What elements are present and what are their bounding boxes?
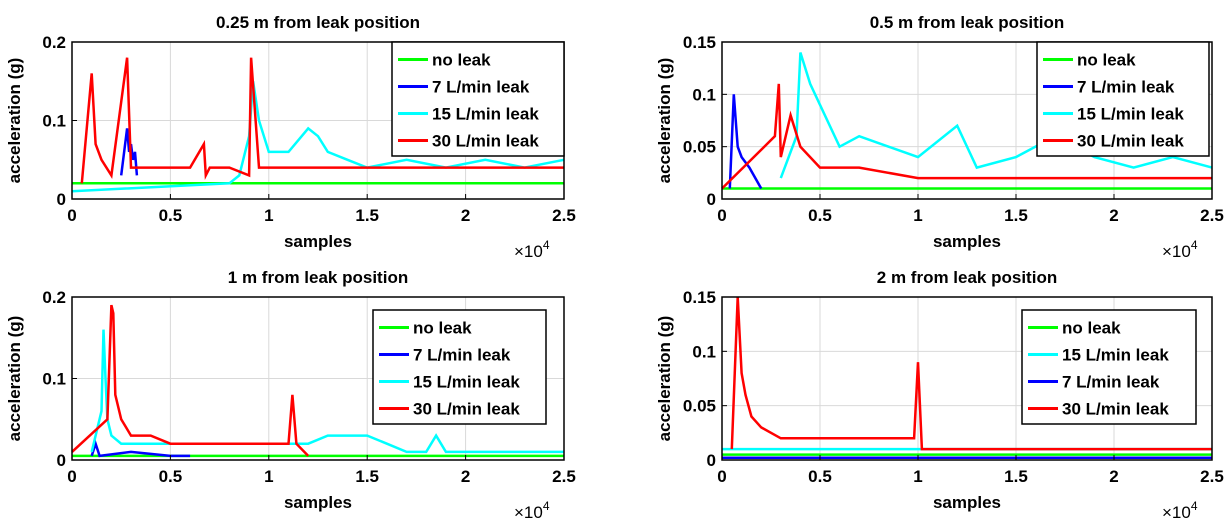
series-line-7-l-min-leak bbox=[90, 439, 191, 458]
x-axis-multiplier-base: ×10 bbox=[1162, 503, 1191, 522]
legend-entry: 7 L/min leak bbox=[413, 346, 511, 365]
x-axis-multiplier-exponent: 4 bbox=[1191, 499, 1198, 513]
x-tick-label: 0.5 bbox=[808, 206, 832, 225]
x-axis-multiplier: ×104 bbox=[514, 238, 550, 261]
chart-title: 1 m from leak position bbox=[228, 268, 408, 287]
x-tick-label: 2 bbox=[461, 206, 470, 225]
y-tick-label: 0 bbox=[57, 190, 66, 209]
y-tick-label: 0.1 bbox=[692, 85, 716, 104]
x-tick-label: 1.5 bbox=[355, 206, 379, 225]
x-tick-label: 1 bbox=[913, 206, 922, 225]
y-tick-label: 0 bbox=[707, 451, 716, 470]
series-line-15-l-min-leak bbox=[779, 52, 1213, 179]
y-tick-label: 0.2 bbox=[42, 288, 66, 307]
x-tick-label: 1 bbox=[264, 206, 273, 225]
y-tick-label: 0.05 bbox=[683, 138, 716, 157]
x-axis-multiplier: ×104 bbox=[1162, 499, 1198, 522]
legend-entry: 7 L/min leak bbox=[1077, 78, 1175, 97]
x-axis-multiplier-exponent: 4 bbox=[543, 499, 550, 513]
y-axis-label: acceleration (g) bbox=[5, 316, 24, 442]
x-axis-multiplier: ×104 bbox=[514, 499, 550, 522]
legend-entry: no leak bbox=[1077, 51, 1136, 70]
y-tick-label: 0.15 bbox=[683, 33, 716, 52]
series-line-30-l-min-leak bbox=[721, 83, 1212, 190]
x-tick-label: 2 bbox=[1109, 467, 1118, 486]
x-tick-label: 1 bbox=[264, 467, 273, 486]
y-axis-label: acceleration (g) bbox=[655, 58, 674, 184]
x-axis-multiplier-base: ×10 bbox=[514, 503, 543, 522]
x-axis-label: samples bbox=[933, 493, 1001, 512]
legend: no leak 15 L/min leak 7 L/min leak 30 L/min… bbox=[1021, 309, 1197, 425]
subplot-1: 0 0.5 1 1.5 2 2.5 0 0.1 0.2 0.25 m from leak posi… bbox=[5, 13, 576, 261]
x-axis-multiplier-exponent: 4 bbox=[1191, 238, 1198, 252]
legend: no leak 7 L/min leak 15 L/min leak 30 L/min… bbox=[372, 309, 547, 425]
x-tick-label: 1.5 bbox=[1004, 206, 1028, 225]
x-tick-label: 2.5 bbox=[1200, 467, 1224, 486]
series-line-7-l-min-leak bbox=[728, 94, 763, 190]
x-tick-label: 0 bbox=[67, 206, 76, 225]
legend-entry: no leak bbox=[413, 319, 472, 338]
subplot-3: 0 0.5 1 1.5 2 2.5 0 0.1 0.2 1 m from leak positio… bbox=[5, 268, 576, 522]
series-line-30-l-min-leak bbox=[80, 57, 564, 184]
axes-box bbox=[721, 296, 1213, 461]
legend-entry: 30 L/min leak bbox=[432, 132, 539, 151]
legend-entry: 30 L/min leak bbox=[1077, 132, 1184, 151]
y-tick-label: 0.05 bbox=[683, 397, 716, 416]
x-axis-label: samples bbox=[284, 232, 352, 251]
x-axis-multiplier-base: ×10 bbox=[514, 242, 543, 261]
x-tick-label: 0 bbox=[717, 467, 726, 486]
x-tick-label: 2.5 bbox=[552, 467, 576, 486]
legend-entry: no leak bbox=[432, 51, 491, 70]
x-tick-label: 1 bbox=[913, 467, 922, 486]
legend-entry: 15 L/min leak bbox=[1077, 105, 1184, 124]
series-line-30-l-min-leak bbox=[730, 296, 1212, 451]
subplot-2: 0 0.5 1 1.5 2 2.5 0 0.05 0.1 0.15 0.5 m from leak … bbox=[655, 13, 1224, 261]
legend-entry: 30 L/min leak bbox=[1062, 400, 1169, 419]
x-tick-label: 2.5 bbox=[1200, 206, 1224, 225]
x-tick-label: 0.5 bbox=[159, 206, 183, 225]
legend-entry: 15 L/min leak bbox=[1062, 346, 1169, 365]
legend: no leak 7 L/min leak 15 L/min leak 30 L/min… bbox=[1036, 41, 1210, 157]
axes-box bbox=[721, 41, 1213, 200]
x-tick-label: 1.5 bbox=[1004, 467, 1028, 486]
legend-entry: 30 L/min leak bbox=[413, 400, 520, 419]
legend-entry: 7 L/min leak bbox=[1062, 373, 1160, 392]
y-tick-label: 0 bbox=[707, 190, 716, 209]
y-tick-label: 0.15 bbox=[683, 288, 716, 307]
x-axis-multiplier-base: ×10 bbox=[1162, 242, 1191, 261]
chart-title: 0.25 m from leak position bbox=[216, 13, 420, 32]
legend: no leak 7 L/min leak 15 L/min leak 30 L/min… bbox=[391, 41, 565, 157]
y-tick-label: 0 bbox=[57, 451, 66, 470]
y-tick-label: 0.1 bbox=[692, 342, 716, 361]
legend-box bbox=[391, 41, 565, 157]
legend-entry: 15 L/min leak bbox=[413, 373, 520, 392]
series-line-30-l-min-leak bbox=[71, 304, 310, 457]
y-tick-label: 0.2 bbox=[42, 33, 66, 52]
x-tick-label: 2 bbox=[461, 467, 470, 486]
chart-title: 2 m from leak position bbox=[877, 268, 1057, 287]
x-axis-label: samples bbox=[284, 493, 352, 512]
legend-entry: 15 L/min leak bbox=[432, 105, 539, 124]
x-tick-label: 0.5 bbox=[808, 467, 832, 486]
y-axis-label: acceleration (g) bbox=[5, 58, 24, 184]
x-tick-label: 1.5 bbox=[355, 467, 379, 486]
series-line-15-l-min-leak bbox=[71, 81, 565, 193]
x-tick-label: 0 bbox=[717, 206, 726, 225]
y-tick-label: 0.1 bbox=[42, 370, 66, 389]
x-tick-label: 2 bbox=[1109, 206, 1118, 225]
y-tick-label: 0.1 bbox=[42, 112, 66, 131]
x-axis-multiplier: ×104 bbox=[1162, 238, 1198, 261]
x-axis-multiplier-exponent: 4 bbox=[543, 238, 550, 252]
subplot-4: 0 0.5 1 1.5 2 2.5 0 0.05 0.1 0.15 2 m from leak po… bbox=[655, 268, 1224, 522]
chart-title: 0.5 m from leak position bbox=[870, 13, 1065, 32]
legend-entry: 7 L/min leak bbox=[432, 78, 530, 97]
x-axis-label: samples bbox=[933, 232, 1001, 251]
x-tick-label: 0.5 bbox=[159, 467, 183, 486]
x-tick-label: 0 bbox=[67, 467, 76, 486]
legend-entry: no leak bbox=[1062, 319, 1121, 338]
x-tick-label: 2.5 bbox=[552, 206, 576, 225]
y-axis-label: acceleration (g) bbox=[655, 316, 674, 442]
